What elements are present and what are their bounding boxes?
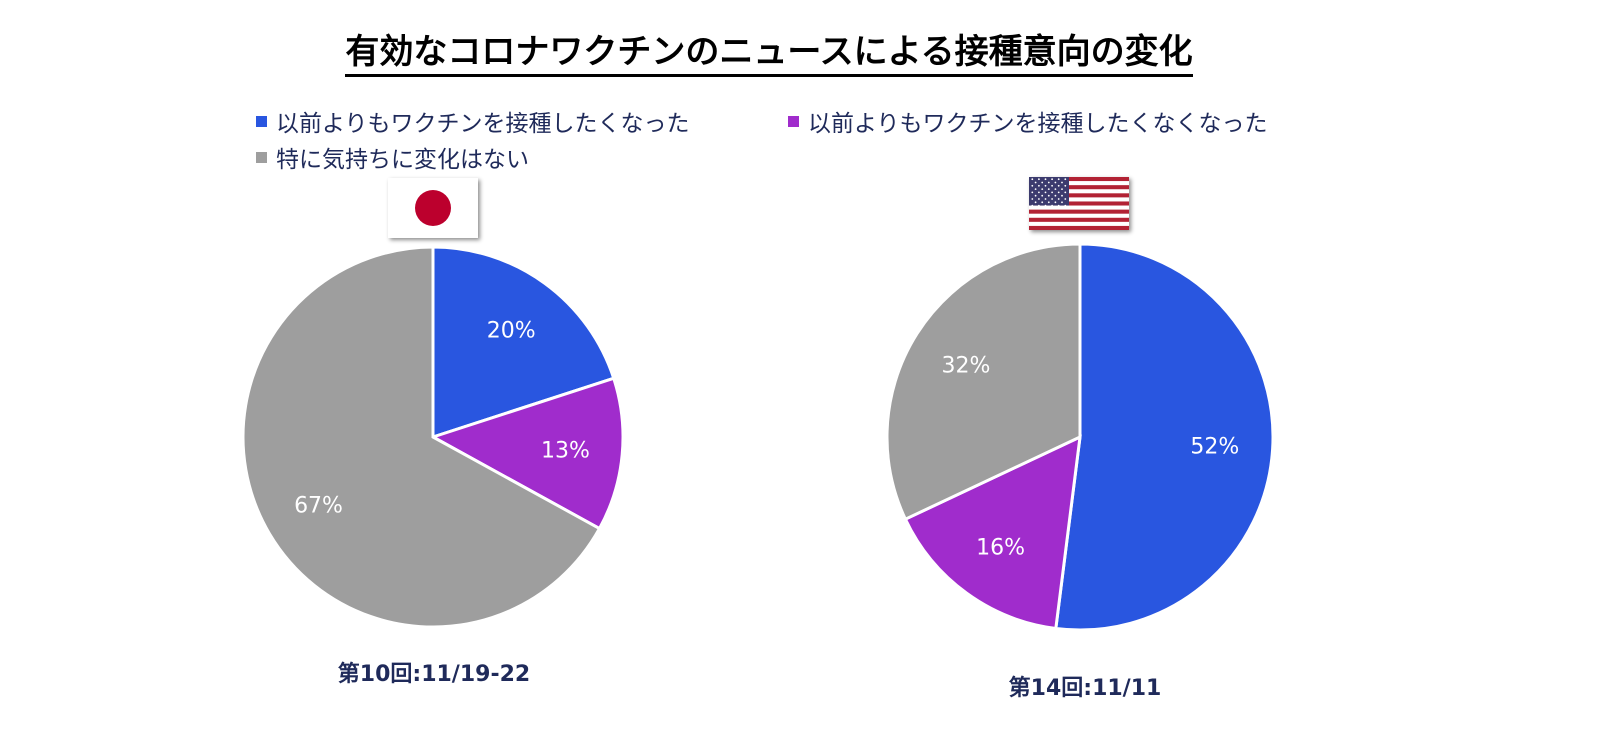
pie-right-slice-not-want [903,434,1082,631]
legend-swatch-no-change [256,151,267,163]
usa-flag-star [1038,198,1040,200]
usa-flag-star [1031,198,1034,200]
usa-flag-star [1051,198,1053,200]
legend-label-not-want: 以前よりもワクチンを接種したくなくなった [808,111,1268,137]
usa-flag-star [1044,191,1047,194]
japan-flag-icon [388,178,478,238]
usa-flag-star [1034,194,1037,197]
usa-flag-star [1044,198,1047,200]
legend-item-not-want: 以前よりもワクチンを接種したくなくなった [788,104,1268,138]
usa-flag-stripe [1029,177,1129,182]
usa-flag-star [1041,201,1044,204]
japan-flag-disc [415,190,451,226]
usa-flag-star [1038,184,1040,187]
usa-flag-star [1031,184,1034,187]
usa-flag-star [1051,204,1053,207]
legend-label-want: 以前よりもワクチンを接種したくなった [276,111,690,137]
usa-flag-star [1061,194,1063,197]
usa-flag-stripe [1029,189,1129,194]
chart-title: 有効なコロナワクチンのニュースによる接種意向の変化 [0,24,1538,77]
usa-flag-star [1057,191,1060,194]
usa-flag-stripe [1029,197,1129,202]
usa-flag-star [1054,201,1057,204]
usa-flag-star [1064,198,1067,200]
pie-right-label-no-change: 32% [941,354,990,379]
pie-right-slice-want [1054,242,1275,632]
pie-left-label-no-change: 67% [294,494,343,519]
usa-flag-stripe [1029,209,1129,214]
usa-flag-star [1054,181,1057,184]
chart-title-text: 有効なコロナワクチンのニュースによる接種意向の変化 [345,32,1193,77]
usa-flag-icon [1029,177,1129,231]
pie-right-label-want: 52% [1190,434,1239,459]
usa-flag-star [1057,204,1060,207]
usa-flag-star [1064,204,1067,207]
pie-left-slice-no-change [241,245,602,629]
usa-flag-stripe [1029,217,1129,223]
pie-left-slice-want [431,245,616,440]
usa-flag-star [1054,194,1057,197]
usa-flag-star [1047,201,1050,204]
usa-flag-svg [1029,177,1129,231]
usa-flag-stripe [1029,213,1129,219]
usa-flag-star [1061,188,1063,190]
legend-swatch-not-want [788,115,799,127]
pie-caption-right: 第14回:11/11 [1008,676,1162,701]
usa-flag-star [1064,178,1067,181]
usa-flag-star [1064,184,1067,187]
usa-flag-star [1057,178,1060,181]
usa-flag-star [1038,204,1040,207]
usa-flag-star [1047,194,1050,197]
usa-flag-star [1031,204,1034,207]
usa-flag-stripe [1029,185,1129,190]
pie-caption-left: 第10回:11/19-22 [337,662,531,687]
japan-flag-svg [388,178,478,238]
usa-flag-star [1044,204,1047,207]
usa-flag-star [1041,181,1044,184]
legend-label-no-change: 特に気持ちに変化はない [276,147,529,173]
usa-flag-star [1054,188,1057,190]
pie-right-slice-no-change [885,242,1082,522]
usa-flag-stripe [1029,225,1129,231]
legend-swatch-want [256,115,267,127]
usa-flag-star [1031,191,1034,194]
usa-flag-star [1064,191,1067,194]
usa-flag-star [1057,184,1060,187]
usa-flag-star [1051,191,1053,194]
usa-flag-star [1041,194,1044,197]
pie-left-label-not-want: 13% [541,439,590,464]
legend-item-no-change: 特に気持ちに変化はない [256,140,529,174]
usa-flag-star [1051,184,1053,187]
usa-flag-star [1061,201,1063,204]
usa-flag-star [1061,181,1063,184]
usa-flag-star [1047,181,1050,184]
usa-flag-stripe [1029,193,1129,198]
usa-flag-star [1038,191,1040,194]
usa-flag-stripe [1029,181,1129,186]
usa-flag-star [1031,178,1034,181]
usa-flag-star [1034,181,1037,184]
usa-flag-star [1038,178,1040,181]
usa-flag-star [1044,178,1047,181]
usa-flag-star [1034,201,1037,204]
pie-left-slice-not-want [429,376,625,531]
pie-right-label-not-want: 16% [976,535,1025,560]
usa-flag-stripe [1029,201,1129,206]
usa-flag-stripe [1029,205,1129,210]
pie-left-label-want: 20% [487,318,536,343]
legend-item-want: 以前よりもワクチンを接種したくなった [256,104,690,138]
usa-flag-star [1057,198,1060,200]
usa-flag-star [1051,178,1053,181]
usa-flag-stripe [1029,221,1129,227]
usa-flag-star [1041,188,1044,190]
usa-flag-star [1034,188,1037,190]
usa-flag-star [1047,188,1050,190]
usa-flag-star [1044,184,1047,187]
